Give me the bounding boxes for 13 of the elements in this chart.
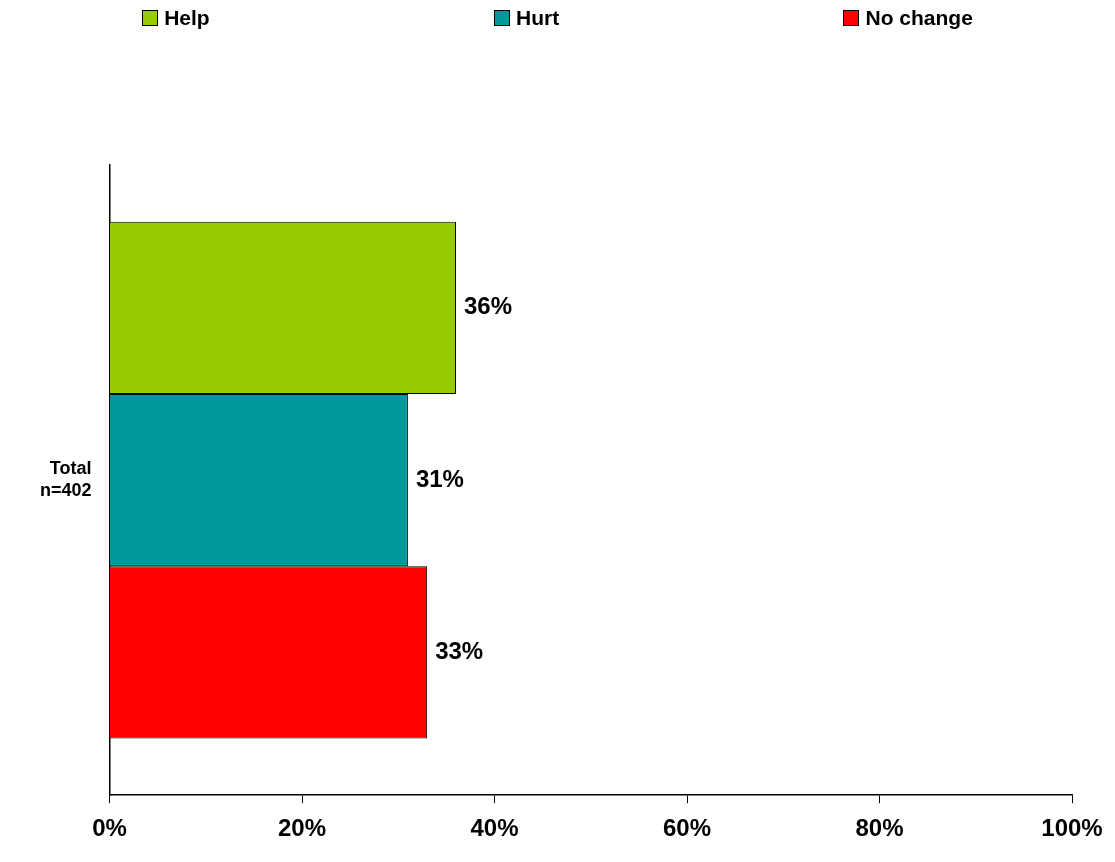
data-label: 36%: [464, 292, 513, 320]
x-tick-label: 40%: [470, 814, 519, 842]
data-label: 31%: [415, 464, 464, 492]
legend-label: Hurt: [515, 6, 560, 30]
data-label: 33%: [435, 636, 484, 664]
x-tick-label: 100%: [1041, 814, 1103, 842]
y-tick-label: Total n=402: [39, 458, 92, 500]
x-tick-label: 60%: [662, 814, 712, 842]
x-tick-label: 80%: [855, 814, 904, 842]
x-tick-label: 0%: [92, 814, 127, 842]
legend-label: Help: [164, 6, 210, 30]
x-tick-label: 20%: [278, 814, 327, 842]
legend-label: No change: [865, 6, 973, 30]
